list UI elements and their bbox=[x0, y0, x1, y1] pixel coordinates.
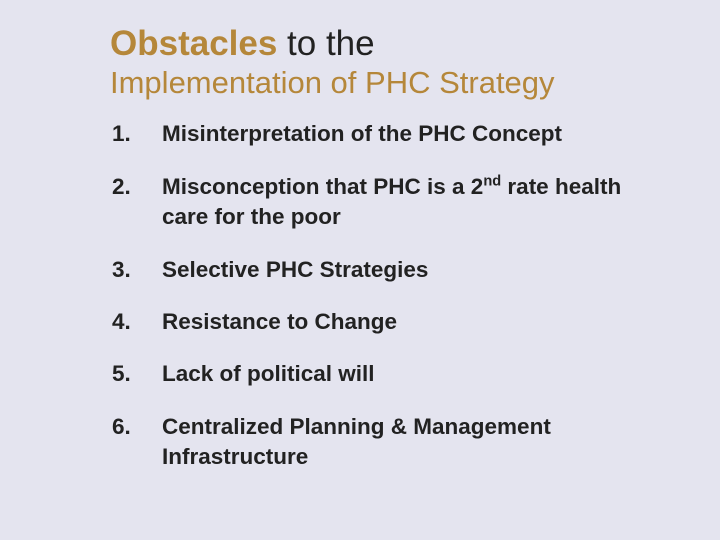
list-item-text: Resistance to Change bbox=[162, 307, 660, 337]
list-item-text-pre: Misconception that PHC is a 2 bbox=[162, 174, 483, 199]
slide: Obstacles to the Implementation of PHC S… bbox=[0, 0, 720, 540]
title-line-2: Implementation of PHC Strategy bbox=[110, 64, 660, 101]
list-item-number: 2. bbox=[110, 172, 162, 202]
list-item-text: Selective PHC Strategies bbox=[162, 255, 660, 285]
list-item-text: Misinterpretation of the PHC Concept bbox=[162, 119, 660, 149]
title-rest-line1: to the bbox=[277, 24, 374, 63]
list-item: 3.Selective PHC Strategies bbox=[110, 255, 660, 285]
list-item-number: 1. bbox=[110, 119, 162, 149]
list-item-text: Centralized Planning & Management Infras… bbox=[162, 412, 660, 473]
list-item-text: Misconception that PHC is a 2nd rate hea… bbox=[162, 172, 660, 233]
list-item-number: 6. bbox=[110, 412, 162, 442]
title-line-1: Obstacles to the bbox=[110, 24, 660, 64]
list-item-number: 3. bbox=[110, 255, 162, 285]
list-item: 5.Lack of political will bbox=[110, 359, 660, 389]
obstacle-list: 1.Misinterpretation of the PHC Concept2.… bbox=[110, 119, 660, 472]
list-item-number: 5. bbox=[110, 359, 162, 389]
slide-title: Obstacles to the Implementation of PHC S… bbox=[110, 24, 660, 101]
list-item-text: Lack of political will bbox=[162, 359, 660, 389]
list-item: 4.Resistance to Change bbox=[110, 307, 660, 337]
list-item: 6.Centralized Planning & Management Infr… bbox=[110, 412, 660, 473]
list-item-text-superscript: nd bbox=[483, 173, 501, 189]
list-item: 1.Misinterpretation of the PHC Concept bbox=[110, 119, 660, 149]
list-item-number: 4. bbox=[110, 307, 162, 337]
list-item: 2.Misconception that PHC is a 2nd rate h… bbox=[110, 172, 660, 233]
title-strong-word: Obstacles bbox=[110, 24, 277, 63]
